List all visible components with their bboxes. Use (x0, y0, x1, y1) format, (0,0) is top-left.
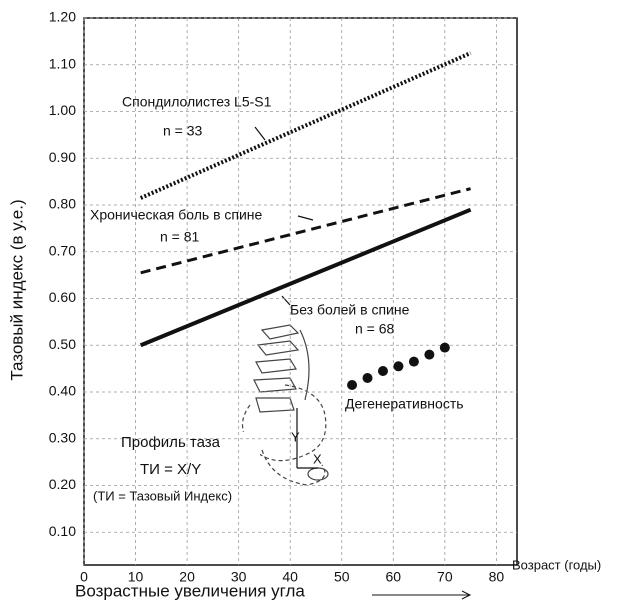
series-label: Спондилолистез L5-S1 (122, 94, 272, 110)
series-count: n = 81 (160, 229, 200, 245)
y-tick-label: 1.00 (49, 102, 76, 118)
y-tick-label: 0.30 (49, 429, 76, 445)
x-tick-label: 60 (385, 569, 401, 585)
annotation: (ТИ = Тазовый Индекс) (93, 488, 232, 503)
data-point (377, 365, 388, 376)
x-tick-label: 50 (334, 569, 350, 585)
x-tick-label: 20 (179, 569, 195, 585)
y-tick-label: 0.80 (49, 196, 76, 212)
x-tick-label: 40 (282, 569, 298, 585)
annotation: Y (291, 429, 300, 444)
data-point (408, 356, 419, 367)
x-tick-label: 0 (80, 569, 88, 585)
annotation-box (92, 432, 260, 508)
y-tick-label: 1.10 (49, 55, 76, 71)
y-tick-label: 0.40 (49, 383, 76, 399)
series-label: Дегенеративность (345, 396, 464, 412)
data-point (393, 361, 404, 372)
x-axis-arrow (372, 590, 472, 600)
x-tick-label: 70 (437, 569, 453, 585)
data-line (140, 187, 471, 275)
data-point (347, 380, 358, 391)
data-line (139, 51, 472, 200)
y-tick-label: 0.90 (49, 149, 76, 165)
y-tick-label: 0.60 (49, 289, 76, 305)
series-count: n = 33 (163, 123, 203, 139)
annotation: X (313, 451, 322, 466)
x-tick-label: 10 (128, 569, 144, 585)
y-tick-label: 0.50 (49, 336, 76, 352)
y-tick-label: 0.10 (49, 523, 76, 539)
y-tick-label: 1.20 (49, 9, 76, 25)
annotation: Профиль таза (121, 434, 221, 451)
series-label: Хроническая боль в спине (90, 207, 263, 223)
annotation: ТИ = X/Y (140, 461, 201, 478)
data-point (439, 342, 450, 353)
data-point (424, 349, 435, 360)
x-tick-label: 30 (231, 569, 247, 585)
data-point (362, 372, 373, 383)
y-axis-label: Тазовый индекс (в у.е.) (7, 199, 26, 380)
x-axis-label: Возрастные увеличения угла (75, 581, 305, 600)
series-label: Без болей в спине (290, 302, 410, 318)
series-count: n = 68 (355, 321, 395, 337)
x-tick-label: 80 (489, 569, 505, 585)
y-tick-label: 0.20 (49, 476, 76, 492)
x-unit-label: Возраст (годы) (512, 557, 601, 572)
data-line (139, 207, 472, 348)
leaders (254, 126, 314, 306)
y-tick-label: 0.70 (49, 242, 76, 258)
